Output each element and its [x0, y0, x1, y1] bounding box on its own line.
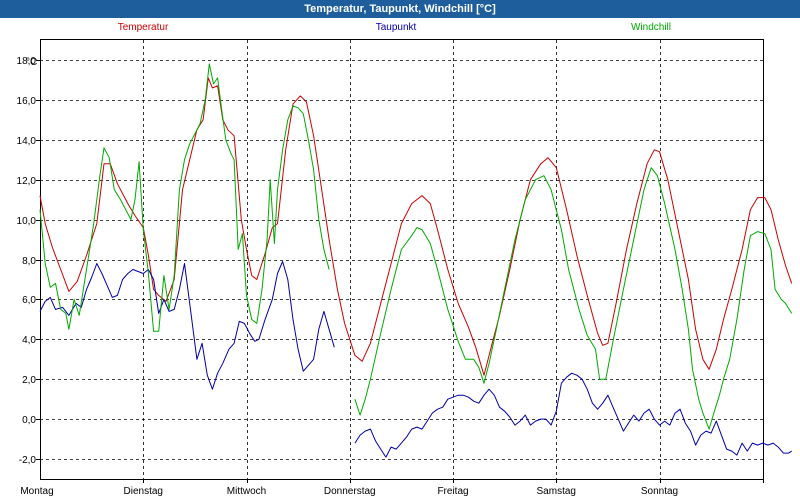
axes: -2,0 0,0 2,0 4,0 6,0 8,0 10,0 12,0 14,0 16,0 18,0°… [17, 56, 764, 497]
line-chart: -2,0 0,0 2,0 4,0 6,0 8,0 10,0 12,0 14,0 16,0 18,0°… [17, 22, 793, 497]
legend-entry-temperatur: Temperatur [118, 22, 169, 33]
x-weekday-label: Montag [20, 486, 53, 497]
series-line-taupunkt [39, 261, 335, 390]
series-line-windchill [39, 63, 330, 332]
x-weekday-label: Freitag [437, 486, 468, 497]
y-tick-label: 14,0 [17, 136, 37, 147]
legend: Temperatur Taupunkt Windchill [118, 22, 671, 33]
x-weekday-label: Dienstag [124, 486, 163, 497]
x-weekday-label: Mittwoch [227, 486, 266, 497]
series-line-windchill [354, 167, 793, 430]
y-tick-label: 12,0 [17, 176, 37, 187]
series-line-temperatur [39, 77, 330, 302]
y-tick-label: 8,0 [22, 256, 36, 267]
series-line-temperatur [328, 149, 793, 376]
chart-title: Temperatur, Taupunkt, Windchill [°C] [0, 0, 800, 18]
y-tick-label: 6,0 [22, 295, 36, 306]
x-weekday-label: Samstag [537, 486, 576, 497]
y-tick-label: 16,0 [17, 96, 37, 107]
legend-entry-taupunkt: Taupunkt [376, 22, 417, 33]
x-weekday-label: Donnerstag [324, 486, 376, 497]
grid [40, 40, 764, 479]
y-tick-label: -2,0 [19, 455, 37, 466]
series-line-taupunkt [354, 372, 792, 458]
plot-frame [40, 39, 764, 480]
y-tick-label: 0,0 [22, 415, 36, 426]
legend-entry-windchill: Windchill [631, 22, 671, 33]
y-tick-label: 4,0 [22, 335, 36, 346]
y-tick-label: 2,0 [22, 375, 36, 386]
y-tick-label: 10,0 [17, 216, 37, 227]
series-lines [39, 63, 793, 458]
x-weekday-label: Sonntag [641, 486, 678, 497]
y-tick-label: 18,0 [17, 56, 37, 67]
y-axis-unit: °C [26, 57, 37, 68]
